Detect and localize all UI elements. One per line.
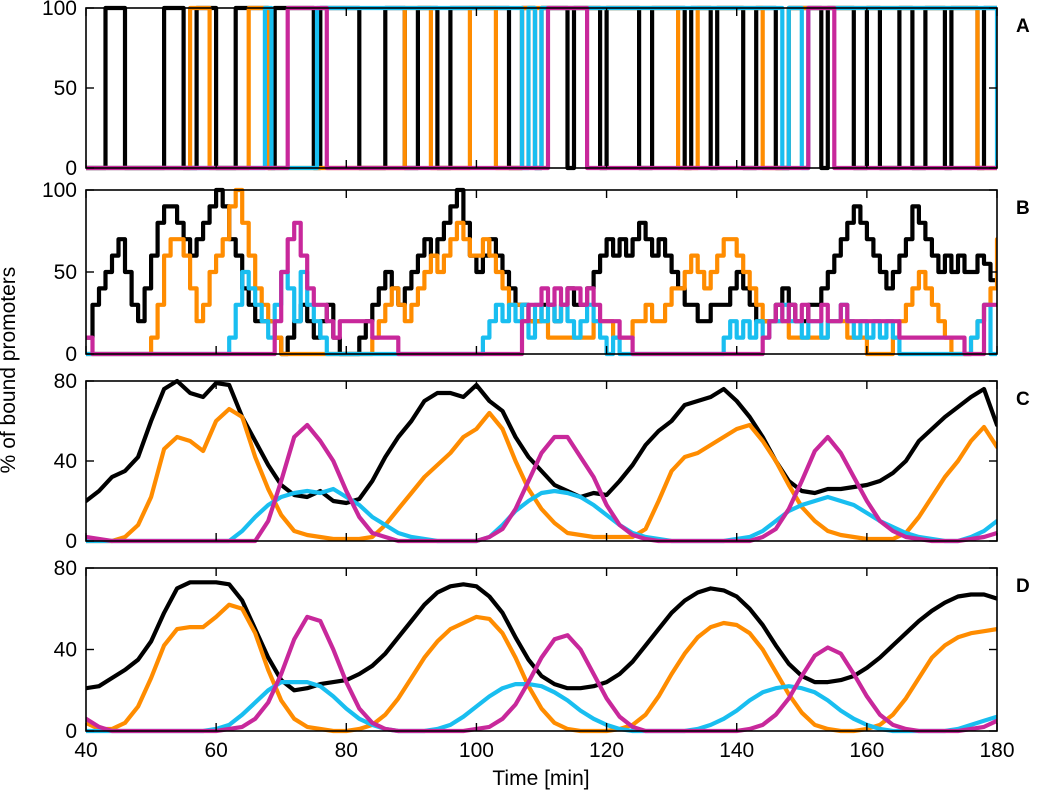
x-tick-label: 180 — [979, 739, 1014, 762]
series-group — [86, 187, 997, 357]
series-line-d-2 — [86, 680, 997, 734]
panel-a: 0 50 100 A — [42, 0, 1030, 180]
panel-c: 0 40 80 C — [54, 370, 1030, 553]
plot-frame — [85, 380, 998, 542]
panel-label: A — [1016, 16, 1030, 37]
series-group — [86, 580, 997, 734]
x-tick-label: 160 — [849, 739, 884, 762]
y-tick-label: 0 — [65, 530, 77, 553]
series-line-c-2 — [86, 486, 997, 544]
series-line-c-3 — [86, 422, 997, 544]
series-line-a-2 — [86, 5, 997, 171]
y-tick-label: 40 — [54, 450, 77, 473]
y-tick-label: 100 — [42, 0, 77, 20]
y-axis-title: % of bound promoters — [0, 267, 20, 474]
series-line-d-1 — [86, 602, 997, 734]
series-group — [86, 5, 997, 171]
series-line-c-1 — [86, 406, 997, 544]
y-tick-label: 0 — [65, 343, 77, 366]
panel-b: 0 50 100 B — [42, 179, 1030, 366]
x-tick-label: 40 — [74, 739, 97, 762]
series-line-d-3 — [86, 614, 997, 734]
y-tick-label: 0 — [65, 720, 77, 743]
series-line-d-0 — [86, 580, 997, 693]
x-tick-label: 140 — [719, 739, 754, 762]
x-tick-label: 60 — [204, 739, 227, 762]
panel-label: C — [1016, 389, 1030, 410]
x-tick-label: 120 — [589, 739, 624, 762]
panel-label: B — [1016, 198, 1030, 219]
y-tick-label: 0 — [65, 157, 77, 180]
y-tick-label: 80 — [54, 557, 77, 580]
panel-label: D — [1016, 576, 1030, 597]
series-line-c-0 — [86, 378, 997, 506]
y-tick-label: 50 — [54, 261, 77, 284]
y-tick-label: 50 — [54, 77, 77, 100]
x-tick-label: 100 — [459, 739, 494, 762]
series-line-b-3 — [86, 220, 997, 357]
y-tick-label: 40 — [54, 639, 77, 662]
series-group — [86, 378, 997, 544]
y-tick-label: 80 — [54, 370, 77, 393]
x-axis-title: Time [min] — [492, 767, 589, 790]
x-tick-label: 80 — [335, 739, 358, 762]
y-tick-label: 100 — [42, 179, 77, 202]
series-line-b-2 — [86, 269, 997, 357]
